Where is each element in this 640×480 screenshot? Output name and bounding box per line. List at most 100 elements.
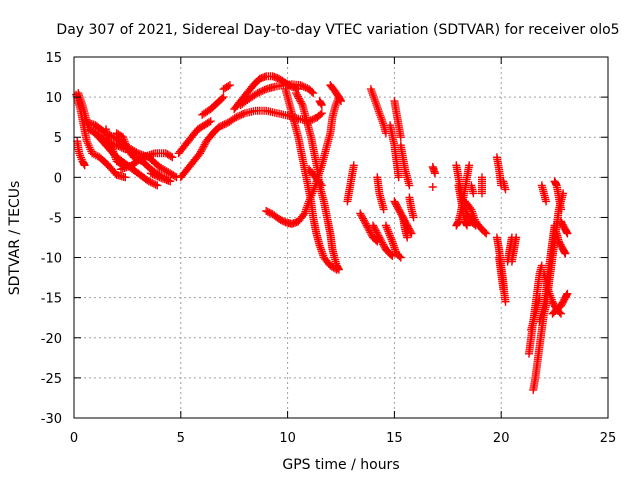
plus-marker-series: [467, 181, 478, 198]
data-track: [405, 193, 418, 222]
plus-marker-series: [548, 289, 572, 318]
y-tick-label: -15: [41, 292, 62, 307]
plus-marker-series: [386, 121, 403, 182]
x-tick-labels: 0 5 10 15 20 25: [70, 431, 616, 446]
y-tick-label: 5: [54, 131, 62, 146]
data-track: [557, 217, 572, 238]
data-track: [495, 253, 508, 294]
plus-marker-series: [557, 217, 572, 238]
y-tick-label: 10: [45, 91, 62, 106]
plus-marker-series: [73, 137, 89, 170]
y-axis-label: SDTVAR / TECUs: [7, 181, 23, 296]
data-track: [527, 293, 544, 334]
data-track: [305, 165, 326, 190]
plus-marker-series: [460, 197, 491, 238]
data-track: [117, 149, 177, 174]
y-tick-label: -25: [41, 372, 62, 387]
data-track: [326, 81, 345, 106]
data-track: [102, 125, 128, 170]
plus-marker-series: [499, 177, 510, 194]
plus-marker-series: [478, 173, 486, 198]
plus-marker-series: [219, 81, 234, 94]
data-track: [478, 173, 486, 198]
data-track: [467, 181, 478, 198]
data-track: [503, 233, 516, 266]
data-track: [398, 213, 412, 242]
plot-frame: [73, 56, 609, 419]
y-tick-label: -5: [49, 211, 62, 226]
data-track: [343, 161, 358, 206]
data-track: [460, 197, 491, 238]
plus-marker-series: [428, 183, 437, 191]
plus-marker-series: [356, 209, 382, 246]
plus-marker-series: [396, 141, 414, 190]
y-tick-label: -10: [41, 252, 62, 267]
plus-marker-series: [428, 162, 439, 178]
data-track: [499, 177, 510, 194]
data-track: [548, 289, 572, 318]
x-tick-label: 25: [600, 431, 617, 446]
plus-marker-series: [495, 253, 508, 294]
data-track: [262, 93, 343, 228]
plus-marker-series: [552, 229, 570, 258]
plus-marker-series: [381, 221, 405, 262]
plus-marker-series: [398, 213, 412, 242]
y-tick-label: -30: [41, 412, 62, 427]
data-track: [315, 97, 326, 110]
data-track: [198, 93, 228, 119]
y-tick-labels: 15 10 5 0 -5 -10 -15 -20 -25 -30: [41, 51, 62, 427]
x-tick-label: 20: [493, 431, 510, 446]
data-track: [366, 85, 390, 138]
plus-marker-series: [390, 97, 405, 142]
plus-marker-series: [503, 233, 516, 266]
plus-marker-series: [537, 181, 551, 206]
data-track: [552, 229, 570, 258]
x-tick-label: 0: [70, 431, 78, 446]
plus-marker-series: [174, 117, 215, 158]
data-track: [369, 221, 397, 260]
axis-ticks: [73, 56, 609, 419]
plus-marker-series: [236, 80, 318, 110]
plus-marker-series: [507, 233, 521, 266]
data-points: [72, 72, 572, 394]
data-track: [174, 117, 215, 158]
plus-marker-series: [369, 221, 397, 260]
plus-marker-series: [102, 125, 128, 170]
data-track: [386, 121, 403, 182]
plus-marker-series: [550, 177, 565, 214]
plus-marker-series: [373, 173, 388, 214]
plus-marker-series: [343, 161, 358, 206]
data-track: [236, 80, 318, 110]
y-tick-label: 15: [45, 51, 62, 66]
plus-marker-series: [198, 93, 228, 119]
chart-title: Day 307 of 2021, Sidereal Day-to-day VTE…: [56, 22, 619, 38]
plus-marker-series: [326, 81, 345, 106]
x-tick-label: 15: [386, 431, 403, 446]
data-track: [146, 169, 175, 186]
y-tick-label: -20: [41, 332, 62, 347]
plus-marker-series: [315, 97, 326, 110]
plus-marker-series: [146, 169, 175, 186]
data-track: [219, 81, 234, 94]
data-track: [373, 173, 388, 214]
data-track: [537, 181, 551, 206]
data-track: [381, 221, 405, 262]
data-track: [550, 177, 565, 214]
data-track: [73, 137, 89, 170]
data-track: [507, 233, 521, 266]
y-tick-label: 0: [54, 171, 62, 186]
plus-marker-series: [366, 85, 390, 138]
plus-marker-series: [305, 165, 326, 190]
x-tick-label: 10: [279, 431, 296, 446]
x-axis-label: GPS time / hours: [282, 457, 399, 473]
data-track: [428, 183, 437, 191]
plus-marker-series: [527, 293, 544, 334]
plus-marker-series: [405, 193, 418, 222]
data-track: [390, 97, 405, 142]
plus-marker-series: [262, 93, 343, 228]
data-track: [428, 162, 439, 178]
x-tick-label: 5: [177, 431, 185, 446]
data-track: [396, 141, 414, 190]
data-track: [356, 209, 382, 246]
